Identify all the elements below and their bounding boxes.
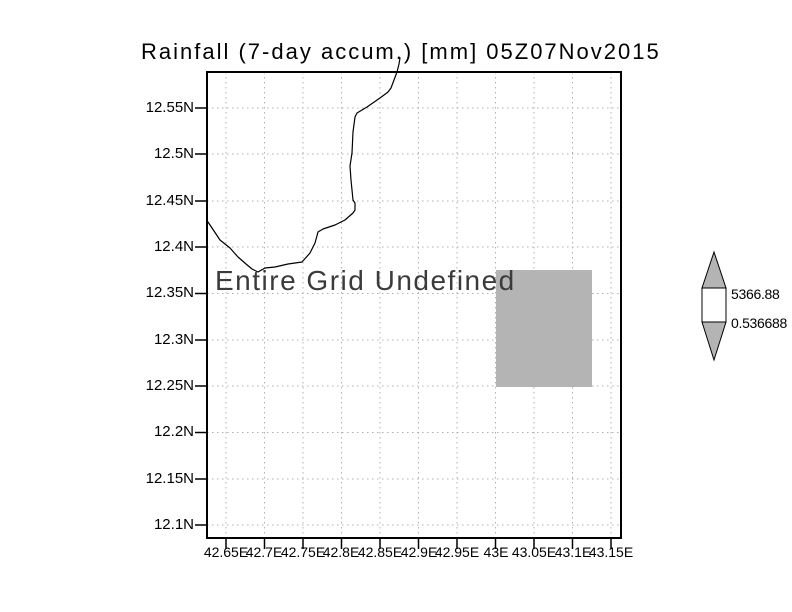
lon-tick-label: 42.95E — [434, 544, 480, 560]
colorbar-min-label: 0.536688 — [731, 315, 787, 331]
colorbar — [701, 250, 727, 362]
lon-tick-label: 42.85E — [357, 544, 403, 560]
lat-tick-label: 12.55N — [145, 99, 194, 116]
lon-tick-label: 42.8E — [322, 544, 360, 560]
lon-tick-label: 42.75E — [280, 544, 326, 560]
lat-tick-label: 12.15N — [145, 470, 194, 487]
lon-tick-label: 43.05E — [511, 544, 557, 560]
undefined-grid-annotation: Entire Grid Undefined — [215, 265, 516, 296]
lat-tick-label: 12.3N — [153, 331, 194, 348]
map-layers — [195, 57, 622, 549]
lat-tick-label: 12.45N — [145, 192, 194, 209]
shaded-region-box — [496, 270, 592, 387]
lat-tick-label: 12.25N — [145, 377, 194, 394]
lon-tick-label: 42.9E — [400, 544, 438, 560]
lat-tick-label: 12.4N — [153, 238, 194, 255]
map-frame — [206, 71, 622, 539]
lon-tick-label: 42.65E — [203, 544, 249, 560]
lon-tick-label: 43.1E — [554, 544, 592, 560]
lon-tick-label: 43E — [483, 544, 509, 560]
coastline — [207, 57, 401, 273]
lat-tick-label: 12.5N — [153, 145, 194, 162]
lon-tick-label: 43.15E — [588, 544, 634, 560]
lat-tick-label: 12.35N — [145, 284, 194, 301]
plot-title: Rainfall (7-day accum.) [mm] 05Z07Nov201… — [141, 39, 661, 64]
colorbar-max-label: 5366.88 — [731, 286, 780, 302]
colorbar-upper-triangle — [701, 250, 727, 289]
colorbar-lower-triangle — [701, 321, 727, 362]
lon-tick-label: 42.7E — [245, 544, 283, 560]
lat-tick-label: 12.1N — [153, 516, 194, 533]
lat-tick-label: 12.2N — [153, 423, 194, 440]
colorbar-bar — [701, 287, 727, 323]
axis-ticks — [195, 107, 612, 549]
